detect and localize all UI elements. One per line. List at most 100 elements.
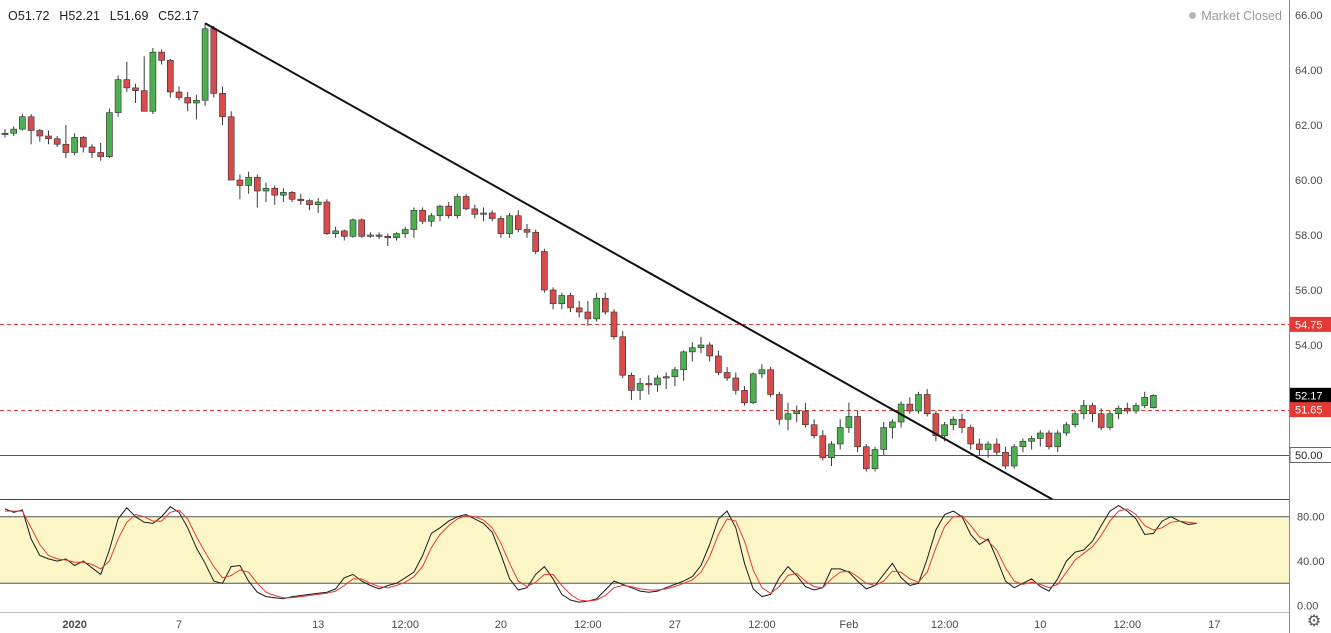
candle-body <box>836 427 844 445</box>
candle-body <box>1 132 9 135</box>
candle-body <box>340 230 348 237</box>
candle-body <box>36 130 44 137</box>
candle-body <box>375 234 383 237</box>
candle-body <box>71 137 78 153</box>
candle-body <box>1019 440 1027 448</box>
candle-body <box>567 295 574 309</box>
low-value: L51.69 <box>109 9 149 23</box>
candle-body <box>236 179 244 186</box>
candle-body <box>193 99 200 104</box>
candle-body <box>367 234 374 237</box>
candle-body <box>227 116 235 181</box>
candle-body <box>958 418 966 428</box>
candle-body <box>1028 438 1035 442</box>
gear-icon[interactable]: ⚙ <box>1306 613 1322 630</box>
candle-body <box>210 28 218 94</box>
candle-body <box>845 416 853 428</box>
oscillator-d-line <box>5 508 1197 602</box>
time-tick-label: Feb <box>839 619 858 631</box>
price-tag-box <box>1290 402 1331 418</box>
candle-body <box>297 198 305 201</box>
candle-body <box>454 196 461 217</box>
candle-body <box>680 351 687 371</box>
candle-body <box>662 376 670 379</box>
market-status-label: Market Closed <box>1201 9 1282 23</box>
candle-body <box>949 418 957 426</box>
market-status: Market Closed <box>1189 9 1282 23</box>
candle-body <box>419 209 426 222</box>
candle-body <box>384 236 392 239</box>
candle-body <box>645 383 653 386</box>
candle-body <box>558 295 566 305</box>
candle-body <box>45 135 52 140</box>
price-tag-box <box>1290 387 1331 403</box>
candle-body <box>793 410 801 415</box>
candle-body <box>80 137 87 148</box>
candle-body <box>410 209 418 230</box>
candle-body <box>802 410 809 426</box>
candle-body <box>245 176 252 186</box>
candle-body <box>775 394 783 420</box>
candle-body <box>88 146 96 153</box>
candle-body <box>480 212 487 215</box>
time-tick-label: 12:00 <box>574 619 602 631</box>
candle-body <box>601 297 609 313</box>
candle-body <box>541 251 548 291</box>
candle-body <box>941 424 948 437</box>
ohlc-readout: O51.72 H52.21 L51.69 C52.17 <box>8 9 205 23</box>
candle-body <box>262 187 270 192</box>
candle-body <box>1141 396 1148 406</box>
candle-body <box>889 421 896 428</box>
candle-body <box>697 344 705 349</box>
high-value: H52.21 <box>59 9 101 23</box>
oscillator-tick-label: 40.00 <box>1297 556 1325 568</box>
candle-body <box>462 196 470 210</box>
candle-body <box>549 289 557 305</box>
candle-body <box>915 394 922 412</box>
candle-body <box>62 143 70 153</box>
time-tick-label: 20 <box>495 619 507 631</box>
open-value: O51.72 <box>8 9 50 23</box>
candle-body <box>1071 413 1079 426</box>
candle-body <box>19 116 26 130</box>
price-tag-label: 50.00 <box>1295 450 1323 462</box>
candle-body <box>140 90 148 112</box>
time-tick-label: 2020 <box>62 619 86 631</box>
oscillator-tick-label: 0.00 <box>1297 601 1318 613</box>
time-tick-label: 27 <box>669 619 681 631</box>
time-tick-label: 13 <box>312 619 324 631</box>
candle-body <box>123 79 131 89</box>
price-tick-label: 54.00 <box>1295 340 1323 352</box>
candle-body <box>132 87 139 91</box>
candle-body <box>1150 395 1157 409</box>
time-tick-label: 12:00 <box>1114 619 1142 631</box>
candle-body <box>715 355 722 373</box>
candle-body <box>854 416 861 448</box>
time-tick-label: 7 <box>176 619 182 631</box>
candle-body <box>358 219 366 237</box>
oscillator-group <box>4 505 1197 603</box>
candle-body <box>10 128 17 134</box>
oscillator-k-line <box>4 505 1197 603</box>
price-tag-label: 51.65 <box>1295 405 1323 417</box>
price-tick-label: 60.00 <box>1295 175 1323 187</box>
candle-body <box>288 192 296 200</box>
candle-body <box>158 51 165 61</box>
candle-body <box>1010 446 1018 467</box>
candle-body <box>741 390 748 404</box>
oscillator-tick-label: 80.00 <box>1297 512 1325 524</box>
candle-body <box>149 51 157 112</box>
candle-body <box>767 369 774 395</box>
candle-body <box>97 152 104 157</box>
candle-body <box>1089 405 1096 415</box>
candle-body <box>619 336 627 376</box>
candle-body <box>976 443 983 450</box>
price-tick-label: 66.00 <box>1295 10 1323 22</box>
price-tag-label: 54.75 <box>1295 319 1323 331</box>
price-tag-box <box>1290 316 1331 332</box>
candles-group <box>1 23 1157 472</box>
candle-body <box>306 200 313 206</box>
candle-body <box>1124 407 1131 412</box>
candle-body <box>706 344 714 357</box>
